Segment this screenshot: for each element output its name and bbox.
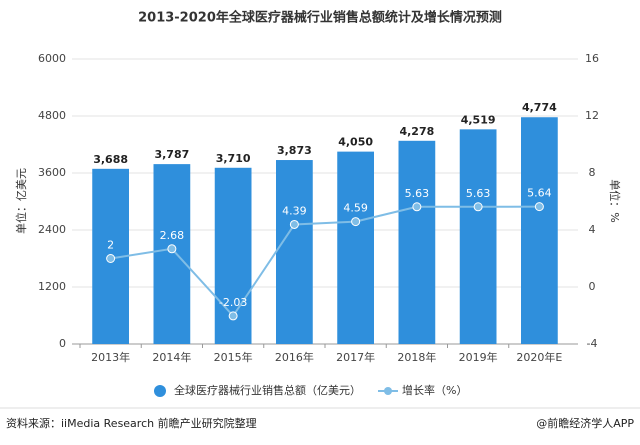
x-tick-label: 2020年E — [516, 350, 562, 364]
y2-tick-label: 4 — [589, 223, 596, 236]
line-point — [167, 244, 177, 254]
bar — [276, 160, 313, 344]
y-tick-label: 1200 — [38, 280, 66, 293]
bar — [337, 151, 374, 344]
x-tick-label: 2015年 — [214, 350, 253, 364]
line-point — [473, 202, 483, 212]
line — [110, 205, 540, 318]
y-axis-label: 单位：亿美元 — [14, 168, 28, 234]
bar-value-label: 3,688 — [93, 153, 128, 166]
footer-brand: @前瞻经济学人APP — [536, 416, 634, 430]
chart-title: 2013-2020年全球医疗器械行业销售总额统计及增长情况预测 — [138, 10, 502, 26]
line-point — [351, 217, 361, 227]
y-tick-label: 2400 — [38, 223, 66, 236]
line-value-label: 5.63 — [405, 187, 430, 200]
line-value-label: 2 — [107, 239, 114, 252]
line-value-label: 5.64 — [527, 187, 552, 200]
bar-value-label: 4,519 — [461, 113, 496, 126]
x-tick-label: 2016年 — [275, 350, 314, 364]
bar — [521, 117, 558, 344]
line-value-label: 2.68 — [160, 229, 185, 242]
bar-value-label: 3,710 — [216, 152, 251, 165]
bar — [398, 140, 436, 344]
line-value-label: 5.63 — [466, 187, 491, 200]
y2-tick-label: 16 — [585, 52, 599, 65]
y-tick-label: 4800 — [38, 109, 66, 122]
line-value-label: -2.03 — [219, 296, 247, 309]
y2-tick-label: 12 — [585, 109, 599, 122]
legend-swatch — [384, 387, 392, 395]
x-tick-label: 2014年 — [152, 350, 191, 364]
y2-tick-label: -4 — [587, 337, 598, 350]
line-point — [534, 202, 544, 212]
bar-value-label: 4,774 — [522, 101, 557, 114]
y-tick-label: 0 — [59, 337, 66, 350]
line-point — [412, 202, 422, 212]
line-point — [106, 254, 116, 263]
x-tick-label: 2018年 — [397, 350, 436, 364]
legend-label: 增长率（%） — [402, 383, 467, 397]
line-point — [289, 219, 299, 229]
y2-axis-label: 单位：% — [608, 179, 622, 222]
bar — [459, 129, 497, 344]
bar-value-label: 3,787 — [154, 148, 189, 161]
x-tick-label: 2013年 — [91, 350, 130, 364]
line-value-label: 4.59 — [343, 202, 368, 215]
y2-tick-label: 0 — [589, 280, 596, 293]
y2-tick-label: 8 — [589, 166, 596, 179]
bar-value-label: 4,278 — [399, 125, 434, 138]
footer-source: 资料来源：iiMedia Research 前瞻产业研究院整理 — [6, 416, 257, 430]
bar-value-label: 4,050 — [338, 136, 373, 149]
bar-value-label: 3,873 — [277, 144, 312, 157]
x-tick-label: 2019年 — [459, 350, 498, 364]
line-value-label: 4.39 — [282, 204, 307, 217]
y-tick-label: 6000 — [38, 52, 66, 65]
legend-label: 全球医疗器械行业销售总额（亿美元） — [174, 383, 361, 397]
bar — [153, 164, 191, 344]
x-tick-label: 2017年 — [336, 350, 375, 364]
line-point — [228, 311, 238, 321]
legend-swatch — [154, 385, 166, 397]
y-tick-label: 3600 — [38, 166, 66, 179]
